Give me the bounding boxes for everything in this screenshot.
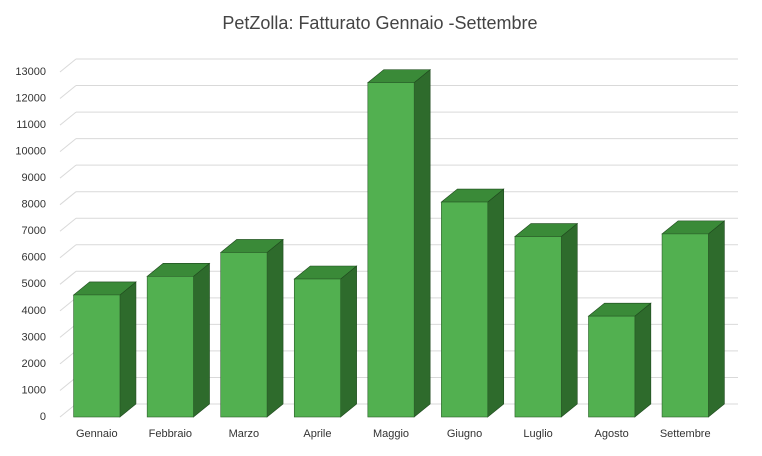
bar [293, 278, 341, 418]
grid-line [59, 270, 77, 285]
y-tick-label: 4000 [22, 305, 46, 317]
y-tick-label: 3000 [22, 331, 46, 343]
y-tick-label: 12000 [15, 92, 46, 104]
y-tick-label: 2000 [22, 358, 46, 370]
bar [661, 233, 709, 418]
y-tick-label: 11000 [16, 119, 46, 131]
x-tick-label: Gennaio [76, 428, 118, 440]
x-tick-label: Febbraio [149, 428, 192, 440]
bar-side [487, 188, 505, 418]
bar-side [634, 302, 652, 418]
bar-side [266, 238, 284, 418]
bar-side [708, 220, 725, 418]
grid-line [59, 138, 77, 153]
y-tick-label: 7000 [22, 225, 46, 237]
bar [514, 236, 562, 418]
x-tick-label: Marzo [229, 428, 260, 440]
y-tick-label: 10000 [15, 146, 46, 158]
bar-side [193, 262, 210, 418]
y-tick-label: 8000 [22, 199, 46, 211]
bar-side [340, 265, 357, 418]
y-tick-label: 13000 [15, 66, 46, 78]
grid-line [59, 244, 77, 259]
bar [441, 201, 489, 418]
grid-line [59, 111, 77, 126]
bar [588, 315, 636, 418]
grid-line [59, 58, 77, 73]
chart-title: PetZolla: Fatturato Gennaio -Settembre [222, 13, 537, 33]
x-tick-label: Agosto [595, 428, 629, 440]
grid-line [59, 85, 77, 99]
x-tick-label: Maggio [373, 428, 409, 440]
x-tick-label: Aprile [303, 428, 331, 440]
bar-side [413, 68, 431, 418]
bar [367, 82, 415, 418]
grid-line [59, 164, 77, 179]
bar [73, 294, 121, 418]
grid-line [59, 191, 77, 206]
x-tick-label: Settembre [660, 428, 711, 440]
y-tick-label: 6000 [22, 252, 46, 264]
y-tick-label: 1000 [22, 384, 46, 396]
y-tick-label: 9000 [22, 172, 46, 184]
y-tick-label: 0 [40, 411, 46, 423]
grid-line [59, 217, 77, 232]
x-tick-label: Giugno [447, 428, 482, 440]
bar [146, 276, 194, 418]
bar-side [119, 281, 137, 418]
bar [220, 252, 268, 418]
bar-side [560, 222, 578, 418]
y-tick-label: 5000 [22, 278, 46, 290]
x-tick-label: Luglio [523, 428, 552, 440]
